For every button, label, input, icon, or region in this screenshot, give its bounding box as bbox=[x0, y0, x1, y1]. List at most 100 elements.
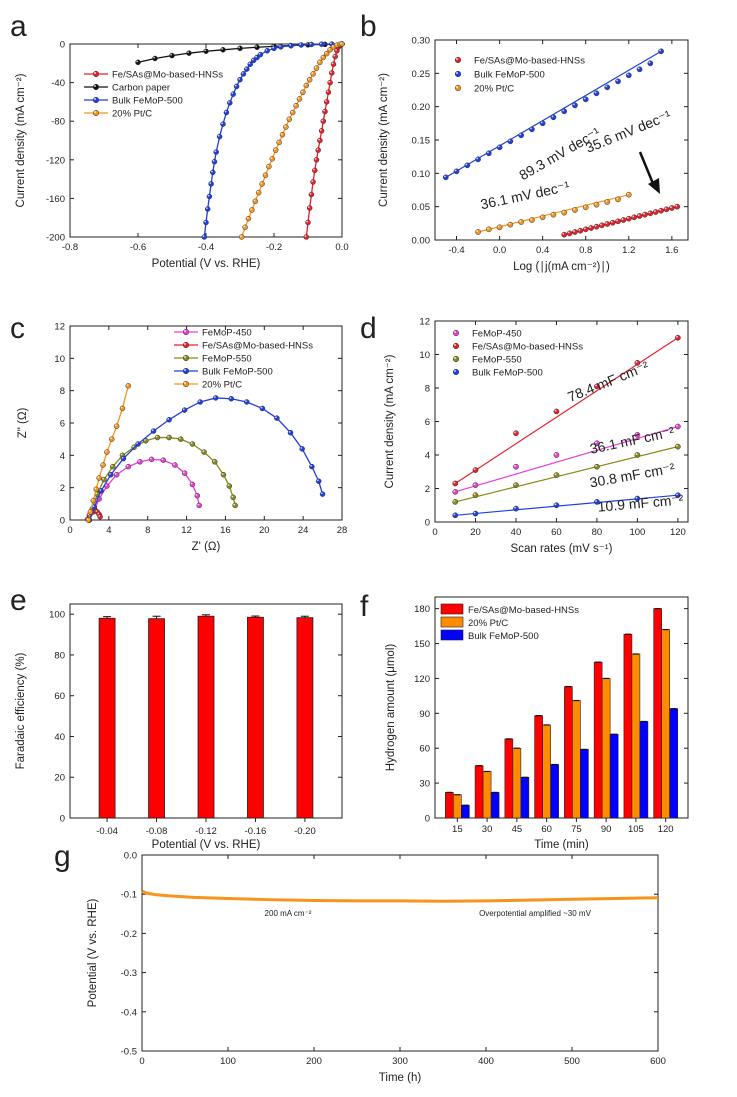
panel-d-point bbox=[452, 512, 459, 519]
panel-d-point-highlight bbox=[554, 409, 557, 412]
panel-a-point-highlight bbox=[307, 206, 310, 209]
panel-b-point-dot bbox=[442, 174, 449, 181]
panel-d-point-highlight bbox=[635, 361, 638, 363]
panel-a-legend-label: Fe/SAs@Mo-based-HNSs bbox=[112, 70, 223, 81]
panel-c-point-dot bbox=[166, 434, 172, 441]
panel-b-ylabel: Current density (mA cm⁻²) bbox=[378, 73, 390, 207]
panel-c-point-dot bbox=[172, 462, 178, 468]
panel-c-xtick-label: 0 bbox=[67, 525, 72, 536]
panel-b-legend-marker-highlight bbox=[456, 58, 458, 60]
panel-c-point-highlight bbox=[182, 408, 185, 411]
panel-c-point-highlight bbox=[151, 429, 154, 432]
panel-c-point-highlight bbox=[190, 442, 193, 445]
panel-c-legend-marker bbox=[182, 354, 190, 362]
panel-a-point bbox=[329, 70, 335, 76]
panel-a-point-highlight bbox=[299, 43, 302, 45]
panel-a-point bbox=[264, 48, 270, 54]
panel-c-point-highlight bbox=[132, 445, 135, 448]
panel-b-point-highlight bbox=[530, 218, 532, 220]
panel-f-xtick-label: 75 bbox=[571, 824, 582, 835]
panel-d-point-highlight bbox=[595, 464, 597, 467]
panel-a-point-highlight bbox=[314, 158, 317, 160]
panel-d-legend-marker-highlight bbox=[454, 370, 456, 372]
panel-b-point bbox=[507, 138, 514, 145]
panel-e-ytick-label: 20 bbox=[54, 773, 65, 784]
panel-f-bar bbox=[445, 792, 454, 819]
panel-d-point bbox=[513, 430, 519, 437]
panel-a-point bbox=[213, 149, 219, 155]
panel-d-point bbox=[553, 472, 560, 478]
panel-a-point-dot bbox=[245, 215, 252, 222]
panel-b-point-highlight bbox=[562, 232, 565, 235]
panel-c-legend-marker bbox=[182, 367, 190, 375]
panel-c-point bbox=[137, 459, 143, 465]
panel-a-point-highlight bbox=[272, 46, 274, 49]
panel-b-point bbox=[485, 150, 492, 157]
panel-a-ytick-label: -200 bbox=[46, 233, 65, 244]
panel-a-point-dot bbox=[308, 191, 315, 198]
panel-e-xlabel: Potential (V vs. RHE) bbox=[152, 839, 261, 851]
panel-a-point-highlight bbox=[319, 42, 322, 45]
panel-b-point bbox=[663, 206, 670, 213]
panel-b-xtick-label: 0.8 bbox=[579, 245, 592, 256]
panel-a-point bbox=[323, 99, 330, 105]
panel-b-point-dot bbox=[625, 191, 632, 198]
panel-b-point-highlight bbox=[659, 49, 662, 52]
panel-b-point-highlight bbox=[443, 175, 446, 178]
panel-a-point-highlight bbox=[204, 220, 206, 223]
panel-b-xtick-label: 0.4 bbox=[536, 245, 549, 256]
panel-a-point bbox=[318, 41, 325, 47]
panel-a-point bbox=[233, 83, 240, 90]
panel-c-legend-marker-highlight bbox=[184, 369, 187, 371]
panel-a-point bbox=[247, 61, 253, 68]
panel-c-xtick-label: 4 bbox=[106, 525, 111, 536]
panel-a-legend-marker bbox=[92, 96, 100, 104]
panel-c-point bbox=[220, 471, 227, 478]
panel-a-point-dot bbox=[306, 205, 313, 211]
panel-b-point-highlight bbox=[664, 207, 667, 210]
panel-b-point-highlight bbox=[594, 224, 597, 227]
panel-d-point-dot bbox=[472, 492, 479, 499]
panel-d-point bbox=[472, 510, 479, 517]
panel-c-point-highlight bbox=[310, 464, 312, 467]
panel-c-point-highlight bbox=[173, 463, 175, 466]
panel-b-point-highlight bbox=[583, 227, 586, 230]
panel-a-point bbox=[313, 65, 320, 71]
panel-c-point bbox=[189, 441, 196, 447]
panel-c-point-dot bbox=[228, 396, 235, 402]
panel-c-point-dot bbox=[201, 449, 207, 455]
panel-b-point bbox=[496, 144, 503, 151]
panel-a-point-dot bbox=[262, 172, 269, 178]
panel-b-ytick-label: 0.25 bbox=[412, 69, 431, 80]
panel-d-ytick-label: 2 bbox=[425, 484, 430, 495]
panel-f-bar bbox=[512, 747, 522, 819]
panel-d-point-dot bbox=[553, 472, 560, 478]
panel-f-bar bbox=[609, 733, 619, 819]
panel-c-xtick-label: 8 bbox=[145, 525, 150, 536]
panel-a-point-dot bbox=[313, 65, 320, 71]
panel-d-point bbox=[513, 482, 519, 488]
panel-a-legend-label: Carbon paper bbox=[112, 83, 170, 94]
panel-d-ytick-label: 8 bbox=[425, 384, 430, 395]
panel-b-point bbox=[615, 196, 621, 203]
panel-a-point-dot bbox=[310, 71, 316, 77]
panel-a-series-line bbox=[305, 43, 343, 238]
panel-b-point-dot bbox=[550, 211, 557, 218]
panel-d-point bbox=[452, 480, 459, 487]
panel-b-point-highlight bbox=[573, 103, 575, 106]
panel-d-fit-line bbox=[454, 337, 679, 484]
panel-c-point-dot bbox=[211, 459, 218, 465]
panel-a-point bbox=[306, 76, 313, 83]
panel-f-bar bbox=[461, 804, 470, 819]
panel-c-point-highlight bbox=[197, 503, 200, 506]
panel-b-point bbox=[582, 226, 589, 233]
panel-a-point-highlight bbox=[326, 90, 329, 93]
panel-g-xtick-label: 500 bbox=[564, 1056, 580, 1067]
panel-a-point bbox=[303, 234, 310, 240]
panel-a-point bbox=[320, 118, 327, 124]
panel-a-point bbox=[252, 198, 259, 205]
panel-d-point bbox=[675, 492, 681, 499]
panel-g-xlabel: Time (h) bbox=[379, 1072, 422, 1084]
panel-c-point-highlight bbox=[136, 442, 138, 445]
panel-d-point bbox=[452, 489, 459, 495]
